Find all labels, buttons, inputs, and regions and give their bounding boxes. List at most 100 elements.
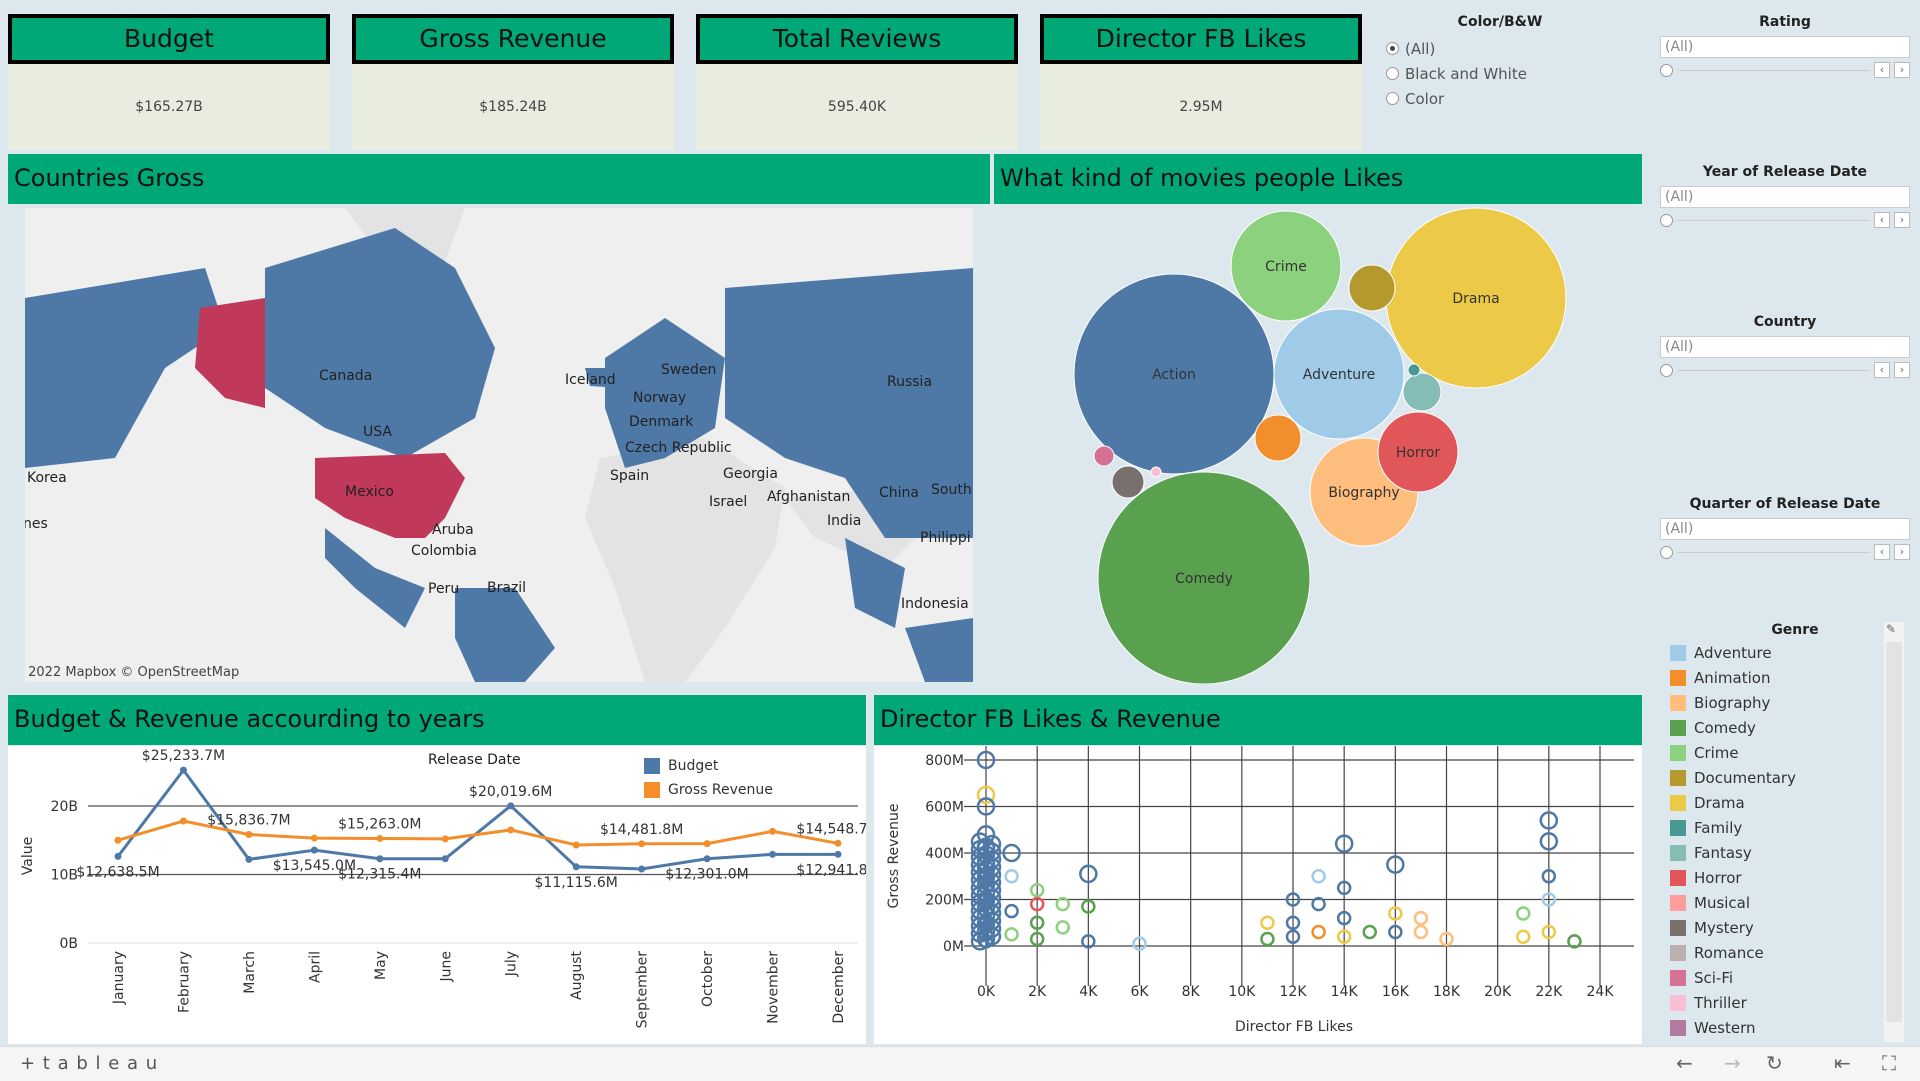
radio-circle-icon[interactable]: [1386, 67, 1399, 80]
genre-legend-item[interactable]: Adventure: [1670, 640, 1900, 665]
data-point[interactable]: [638, 865, 646, 873]
genre-legend-item[interactable]: Drama: [1670, 790, 1900, 815]
map-label[interactable]: Philippi: [920, 530, 971, 546]
map-label[interactable]: Spain: [610, 468, 650, 484]
scatter-point[interactable]: [978, 927, 994, 942]
map-label[interactable]: Israel: [709, 494, 748, 510]
genre-bubble[interactable]: [1111, 465, 1145, 499]
fullscreen-icon[interactable]: ⛶: [1882, 1051, 1896, 1075]
scatter-point[interactable]: [976, 855, 996, 874]
scatter-point[interactable]: [1539, 811, 1559, 830]
genre-bubble[interactable]: [1402, 372, 1442, 412]
scatter-point[interactable]: [978, 934, 994, 949]
genre-bubble[interactable]: [1093, 445, 1115, 467]
scatter-point[interactable]: [1413, 924, 1429, 940]
next-icon[interactable]: ›: [1894, 544, 1910, 560]
genre-bubble[interactable]: [1273, 308, 1405, 440]
scatter-point[interactable]: [1285, 892, 1301, 907]
pause-icon[interactable]: ⇤: [1834, 1051, 1851, 1075]
data-point[interactable]: [507, 802, 515, 810]
scatter-point[interactable]: [1541, 869, 1557, 884]
scatter-point[interactable]: [1004, 869, 1019, 884]
map-label[interactable]: Denmark: [629, 414, 694, 430]
map-label[interactable]: Sweden: [661, 362, 717, 378]
genre-legend-item[interactable]: Horror: [1670, 865, 1900, 890]
legend-budget[interactable]: Budget: [644, 754, 773, 778]
quarter-slider-track[interactable]: [1677, 551, 1870, 553]
line-chart-svg[interactable]: 0B 10B 20B Value January February March April Ma…: [8, 746, 880, 1044]
map-label[interactable]: Iceland: [565, 372, 616, 388]
data-point[interactable]: [245, 855, 253, 863]
scatter-point[interactable]: [1132, 936, 1147, 951]
genre-bubble[interactable]: [1254, 414, 1302, 462]
rating-dropdown[interactable]: (All): [1660, 36, 1910, 58]
redo-icon[interactable]: →: [1724, 1051, 1741, 1075]
legend-revenue[interactable]: Gross Revenue: [644, 778, 773, 802]
map-label[interactable]: South: [931, 482, 972, 498]
genre-legend-item[interactable]: Western: [1670, 1015, 1900, 1040]
scatter-point[interactable]: [1362, 924, 1377, 940]
scatter-point[interactable]: [1285, 915, 1301, 930]
quarter-dropdown[interactable]: (All): [1660, 518, 1910, 540]
next-icon[interactable]: ›: [1894, 362, 1910, 378]
scatter-point[interactable]: [1388, 906, 1403, 921]
rating-slider-track[interactable]: [1677, 69, 1870, 71]
data-point[interactable]: [769, 850, 777, 858]
revert-icon[interactable]: ↻: [1766, 1051, 1783, 1075]
data-point[interactable]: [310, 846, 318, 854]
map-label[interactable]: Colombia: [411, 543, 477, 559]
data-point[interactable]: [638, 840, 646, 848]
map-label[interactable]: USA: [363, 424, 392, 440]
quarter-slider-handle[interactable]: [1660, 545, 1673, 559]
genre-legend-item[interactable]: Family: [1670, 815, 1900, 840]
country-dropdown[interactable]: (All): [1660, 336, 1910, 358]
prev-icon[interactable]: ‹: [1874, 212, 1890, 228]
radio-circle-icon[interactable]: [1386, 42, 1399, 55]
year-slider-handle[interactable]: [1660, 213, 1673, 227]
radio-option-2[interactable]: Color: [1386, 86, 1620, 111]
genre-legend-item[interactable]: Documentary: [1670, 765, 1900, 790]
map-label[interactable]: Czech Republic: [625, 440, 732, 456]
scatter-point[interactable]: [1029, 896, 1045, 912]
scatter-point[interactable]: [1336, 910, 1352, 926]
scatter-point[interactable]: [1029, 882, 1045, 898]
countries-gross-map[interactable]: Canada USA Mexico Aruba Colombia Peru Brazil Ic…: [25, 208, 973, 682]
data-point[interactable]: [376, 855, 384, 863]
map-label[interactable]: India: [827, 513, 862, 529]
scatter-point[interactable]: [976, 825, 996, 844]
data-point[interactable]: [114, 836, 122, 844]
map-label[interactable]: Aruba: [432, 522, 474, 538]
scatter-point[interactable]: [976, 785, 996, 805]
scatter-point[interactable]: [1334, 834, 1354, 853]
genre-legend-item[interactable]: Biography: [1670, 690, 1900, 715]
scatter-point[interactable]: [1388, 924, 1403, 940]
next-icon[interactable]: ›: [1894, 212, 1910, 228]
radio-option-1[interactable]: Black and White: [1386, 61, 1620, 86]
scatter-point[interactable]: [1260, 931, 1275, 947]
edit-icon[interactable]: ✎: [1886, 622, 1897, 636]
rating-slider-handle[interactable]: [1660, 63, 1673, 77]
scatter-point[interactable]: [1055, 920, 1070, 935]
data-point[interactable]: [376, 834, 384, 842]
scatter-point[interactable]: [1516, 929, 1531, 944]
genre-bubble[interactable]: [1348, 264, 1396, 312]
scatter-point[interactable]: [1539, 832, 1559, 851]
scatter-point[interactable]: [1029, 915, 1045, 930]
scatter-point[interactable]: [1336, 929, 1352, 944]
scatter-point[interactable]: [1311, 869, 1326, 884]
series-line-1[interactable]: [117, 819, 839, 847]
map-label[interactable]: Brazil: [487, 580, 527, 596]
next-icon[interactable]: ›: [1894, 62, 1910, 78]
scatter-point[interactable]: [1439, 931, 1454, 947]
genre-legend-item[interactable]: Sci-Fi: [1670, 965, 1900, 990]
genre-legend-item[interactable]: Thriller: [1670, 990, 1900, 1015]
legend-scrollbar-thumb[interactable]: [1886, 642, 1902, 1022]
scatter-point[interactable]: [1541, 924, 1557, 940]
scatter-point[interactable]: [1567, 934, 1582, 949]
map-label[interactable]: Georgia: [723, 466, 778, 482]
data-point[interactable]: [572, 863, 580, 871]
data-point[interactable]: [703, 855, 711, 863]
year-dropdown[interactable]: (All): [1660, 186, 1910, 208]
scatter-point[interactable]: [1516, 906, 1531, 921]
scatter-point[interactable]: [1002, 843, 1021, 863]
